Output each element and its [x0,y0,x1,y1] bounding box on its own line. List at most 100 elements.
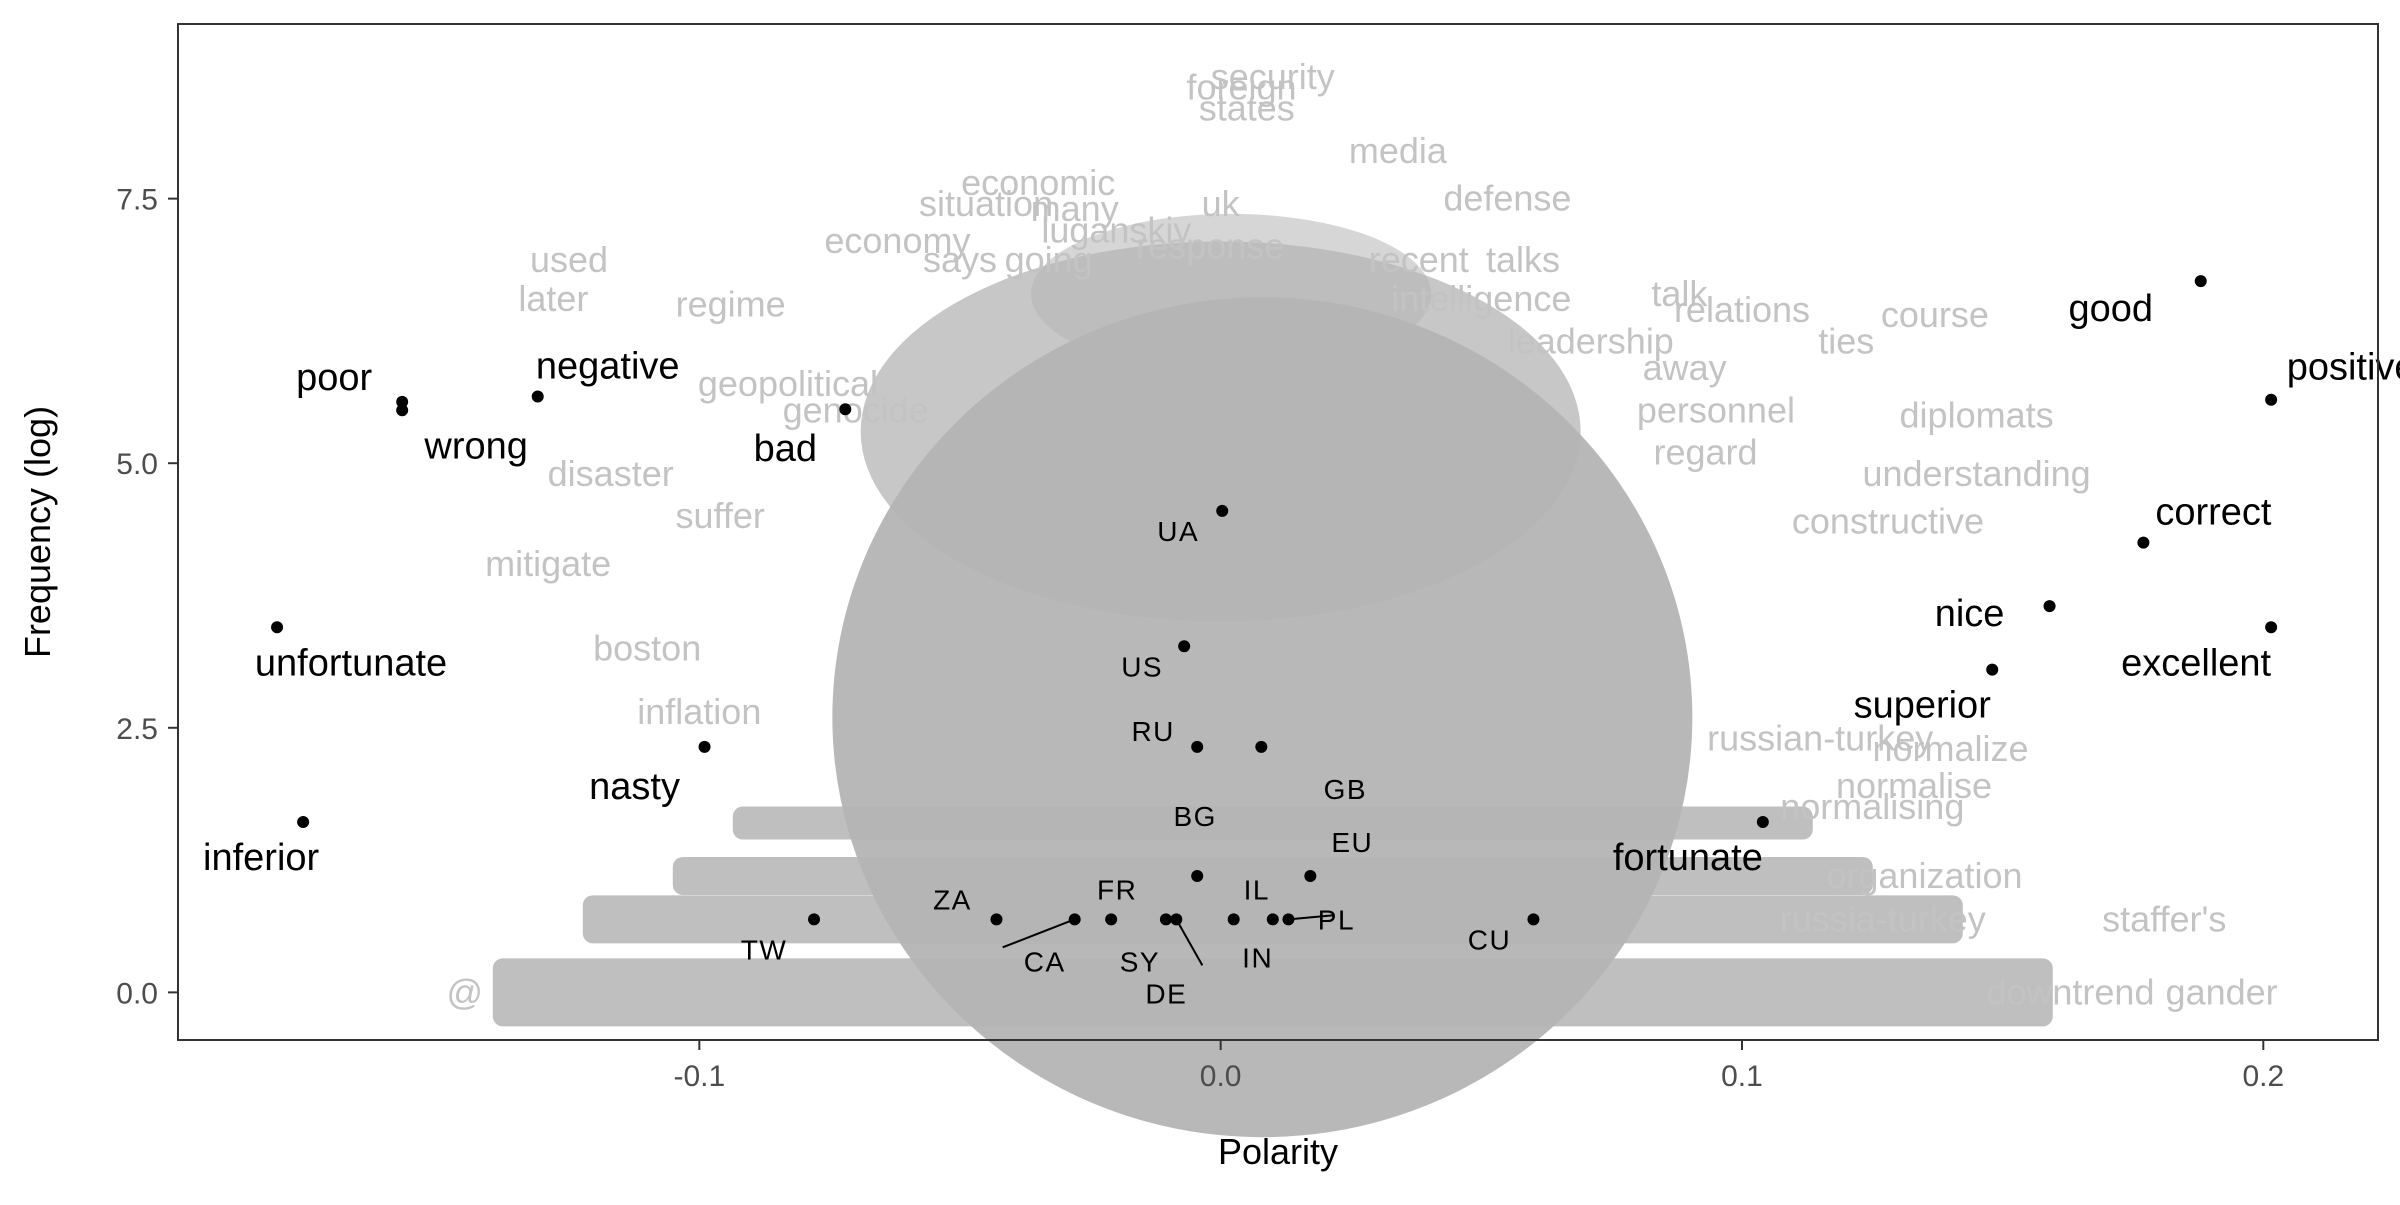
country-label: RU [1131,716,1174,747]
background-word: gander [2166,971,2278,1012]
background-word: normalise [1836,765,1992,806]
background-word: states [1199,88,1295,129]
country-point [1255,740,1268,753]
background-word: suffer [675,495,764,536]
highlighted-word-label: nice [1935,593,2005,635]
country-label: IL [1244,874,1270,905]
highlighted-word-label: unfortunate [255,642,447,684]
background-word: later [518,278,588,319]
highlighted-word-label: bad [754,428,817,470]
x-tick-label: 0.0 [1200,1060,1242,1093]
background-word: going [1005,239,1093,280]
country-label: CA [1024,946,1066,977]
y-tick-label: 2.5 [116,713,158,746]
background-word: inflation [637,691,761,732]
background-word: understanding [1862,453,2090,494]
background-word: many [1031,188,1119,229]
highlighted-word-label: fortunate [1613,837,1763,879]
country-point [1068,913,1081,926]
country-point [1178,640,1191,653]
word-cloud-band [492,958,2053,1027]
background-word: staffer's [2102,898,2226,939]
country-point [1282,913,1295,926]
highlighted-word-label: positive [2287,347,2400,389]
highlighted-word-label: wrong [423,425,528,467]
background-word: says [923,239,997,280]
background-word: media [1349,130,1448,171]
country-label: US [1121,651,1163,682]
x-tick-label: 0.2 [2242,1060,2284,1093]
word-point [1756,815,1769,828]
background-word: normalize [1872,728,2028,769]
country-point [1191,869,1204,882]
background-word: security [1211,56,1335,97]
country-label: TW [741,934,788,965]
word-point [2265,393,2278,406]
highlighted-words: good positive correct nice excellent superior… [203,275,2400,879]
background-word: relations [1674,289,1810,330]
country-label: BG [1173,801,1216,832]
country-label: EU [1331,827,1373,858]
word-point [2043,600,2056,613]
country-label: ZA [933,884,972,915]
background-word: russian-turkey [1707,717,1933,758]
background-word: intelligence [1391,278,1571,319]
background-word: economy [824,220,970,261]
x-axis-label: Polarity [1218,1131,1338,1172]
x-tick-label: 0.1 [1721,1060,1763,1093]
country-label: PL [1318,904,1355,935]
country-label: UA [1157,516,1199,547]
highlighted-word-label: superior [1854,685,1992,727]
country-point [1304,869,1317,882]
y-tick-label: 7.5 [116,184,158,217]
background-word: situation [919,183,1053,224]
background-word: used [530,239,608,280]
y-tick-label: 0.0 [116,977,158,1010]
country-label: IN [1242,942,1273,973]
country-label: DE [1145,978,1187,1009]
y-tick-label: 5.0 [116,448,158,481]
country-point [990,913,1003,926]
background-word: talks [1486,239,1560,280]
country-point [1159,913,1172,926]
country-point [1227,913,1240,926]
background-word: economic [961,162,1115,203]
country-label: FR [1097,874,1137,905]
background-word: leadership [1508,321,1674,362]
background-word: personnel [1637,389,1795,430]
y-axis-label: Frequency (log) [17,406,58,658]
background-word: @ [446,971,483,1012]
word-point [297,815,310,828]
axes: -0.1 0.0 0.1 0.2 0.0 2.5 5.0 7.5 [116,184,2284,1093]
background-word: constructive [1792,500,1984,541]
country-leader-line [1002,918,1076,949]
country-point [808,913,821,926]
background-word: recent [1369,239,1469,280]
word-cloud-top [1031,213,1432,374]
country-point [1170,913,1183,926]
word-cloud-upper [860,241,1581,622]
country-point [1105,913,1118,926]
background-word: away [1643,347,1727,388]
background-word: talk [1651,273,1708,314]
background-word: geopolitical [698,363,878,404]
word-point [839,403,852,416]
country-label: CU [1468,924,1511,955]
background-word: defense [1443,178,1571,219]
background-word: downtrend [1986,971,2154,1012]
background-word: course [1881,294,1989,335]
country-point [1191,740,1204,753]
background-word: response [1136,225,1284,266]
word-point [2137,536,2150,549]
background-word: foreign [1186,67,1296,108]
word-point [1986,663,1999,676]
country-leader-line [1288,914,1333,921]
country-leader-line [1175,918,1204,966]
plot-panel-border [177,23,2379,1041]
country-point [1266,913,1279,926]
background-word: russia-turkey [1780,898,1986,939]
